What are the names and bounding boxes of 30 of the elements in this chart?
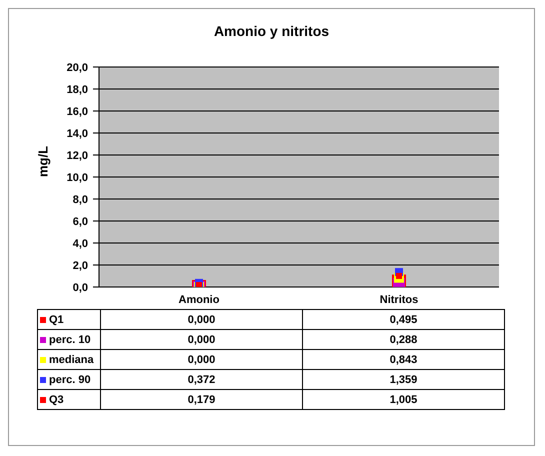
- data-label: 0,179: [100, 390, 302, 410]
- data-label: 1,359: [302, 370, 504, 390]
- data-label: 0,000: [100, 350, 302, 370]
- x-tick-label: Amonio: [178, 294, 220, 306]
- y-tick-label: 0,0: [72, 282, 88, 294]
- y-tick-label: 6,0: [72, 216, 88, 228]
- legend-label: Q3: [38, 390, 100, 410]
- data-label: 0,000: [100, 330, 302, 350]
- y-tick-label: 4,0: [72, 238, 88, 250]
- y-tick-label: 10,0: [66, 172, 88, 184]
- y-tick-label: 2,0: [72, 260, 88, 272]
- y-tick-label: 20,0: [66, 62, 88, 74]
- legend-label: mediana: [38, 350, 100, 370]
- y-tick-label: 12,0: [66, 150, 88, 162]
- y-tick-label: 16,0: [66, 106, 88, 118]
- legend-label: perc. 10: [38, 330, 100, 350]
- data-label: 1,005: [302, 390, 504, 410]
- y-axis-title: mg/L: [36, 146, 51, 177]
- y-tick-label: 8,0: [72, 194, 88, 206]
- legend-label: perc. 90: [38, 370, 100, 390]
- legend-label: Q1: [38, 310, 100, 330]
- data-label: 0,495: [302, 310, 504, 330]
- y-tick-label: 18,0: [66, 84, 88, 96]
- data-label: 0,372: [100, 370, 302, 390]
- data-label: 0,843: [302, 350, 504, 370]
- y-tick-label: 14,0: [66, 128, 88, 140]
- chart-title: Amonio y nitritos: [212, 23, 330, 39]
- data-label: 0,288: [302, 330, 504, 350]
- data-label: 0,000: [100, 310, 302, 330]
- x-tick-label: Nitritos: [380, 294, 418, 306]
